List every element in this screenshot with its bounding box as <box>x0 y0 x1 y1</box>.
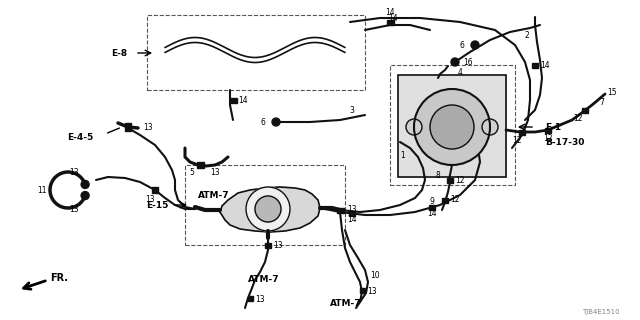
Text: 4: 4 <box>458 68 463 76</box>
Text: 16: 16 <box>463 58 473 67</box>
Bar <box>390 65 515 185</box>
Text: E-8: E-8 <box>111 49 127 58</box>
Text: 13: 13 <box>347 205 357 214</box>
Circle shape <box>430 105 474 149</box>
Bar <box>545 127 551 132</box>
Text: E-15: E-15 <box>146 201 168 210</box>
Text: ATM-7: ATM-7 <box>330 300 362 308</box>
Bar <box>349 211 355 215</box>
Text: 12: 12 <box>573 114 583 123</box>
Text: 12: 12 <box>543 133 553 142</box>
Bar <box>398 75 506 177</box>
Text: 5: 5 <box>189 167 195 177</box>
Bar <box>248 295 253 300</box>
Bar <box>429 204 435 210</box>
Text: 14: 14 <box>427 210 437 219</box>
Text: 11: 11 <box>37 186 47 195</box>
Text: TJB4E1510: TJB4E1510 <box>582 309 620 315</box>
Text: 13: 13 <box>69 205 79 214</box>
Bar <box>442 197 448 203</box>
Text: 12: 12 <box>451 196 460 204</box>
Bar <box>147 15 365 90</box>
Text: 13: 13 <box>69 167 79 177</box>
Bar <box>519 130 525 134</box>
Circle shape <box>272 118 280 126</box>
Bar <box>152 187 158 193</box>
Bar <box>230 98 237 102</box>
Bar <box>387 20 394 25</box>
Text: 15: 15 <box>607 87 617 97</box>
Text: E-1: E-1 <box>545 123 561 132</box>
Text: E-4-5: E-4-5 <box>67 132 93 141</box>
Text: B-17-30: B-17-30 <box>545 138 584 147</box>
Text: 3: 3 <box>349 106 355 115</box>
Bar <box>398 75 506 177</box>
Text: 13: 13 <box>273 241 283 250</box>
Bar <box>196 162 204 168</box>
Bar <box>582 108 588 113</box>
Text: 12: 12 <box>455 175 465 185</box>
Bar <box>185 165 345 245</box>
Text: 1: 1 <box>401 150 405 159</box>
Text: 14: 14 <box>385 7 395 17</box>
Text: 6: 6 <box>460 41 465 50</box>
Text: 14: 14 <box>347 215 357 225</box>
Text: 13: 13 <box>143 123 152 132</box>
Text: 9: 9 <box>429 197 435 206</box>
Bar <box>447 178 453 182</box>
Text: 6: 6 <box>260 117 266 126</box>
Text: ATM-7: ATM-7 <box>198 190 230 199</box>
Text: 14: 14 <box>238 95 248 105</box>
Circle shape <box>81 180 89 188</box>
Text: 13: 13 <box>210 167 220 177</box>
Text: 10: 10 <box>370 270 380 279</box>
Circle shape <box>471 41 479 49</box>
Text: ATM-7: ATM-7 <box>248 276 280 284</box>
Circle shape <box>81 192 89 200</box>
Bar <box>125 123 131 131</box>
Bar <box>360 287 365 292</box>
Circle shape <box>406 119 422 135</box>
Bar <box>337 207 344 212</box>
Text: 14: 14 <box>388 13 398 22</box>
Text: FR.: FR. <box>50 273 68 283</box>
Circle shape <box>255 196 281 222</box>
Text: 13: 13 <box>255 295 265 305</box>
Circle shape <box>482 119 498 135</box>
Text: 12: 12 <box>512 135 522 145</box>
Circle shape <box>414 89 490 165</box>
Circle shape <box>451 58 459 66</box>
Text: 13: 13 <box>367 287 377 297</box>
Text: 14: 14 <box>540 60 550 69</box>
Text: 8: 8 <box>436 171 440 180</box>
Text: 7: 7 <box>600 98 604 107</box>
Polygon shape <box>220 187 320 232</box>
Text: 13: 13 <box>145 196 155 204</box>
Text: 2: 2 <box>525 30 529 39</box>
Circle shape <box>246 187 290 231</box>
Bar <box>265 243 271 247</box>
Bar <box>532 62 538 68</box>
